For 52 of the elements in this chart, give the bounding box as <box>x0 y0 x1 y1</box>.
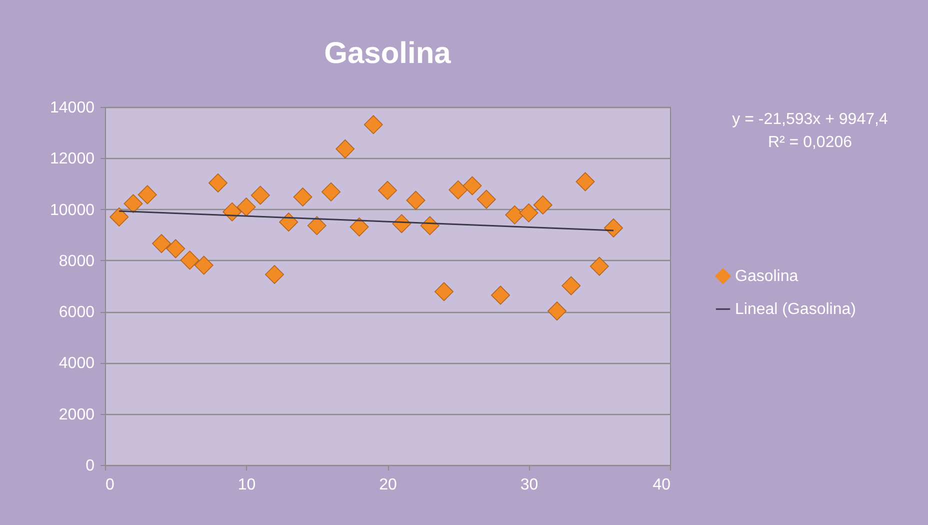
x-tick-label: 40 <box>652 476 671 494</box>
point <box>533 195 552 214</box>
point <box>519 203 538 222</box>
point <box>152 234 171 254</box>
point <box>265 265 284 284</box>
y-tick-label: 12000 <box>50 150 95 168</box>
y-tick-label: 6000 <box>58 304 95 322</box>
legend-label: Lineal (Gasolina) <box>735 301 856 318</box>
text: y = -21,593x + 9947,4 <box>732 111 888 128</box>
point <box>110 207 129 226</box>
point <box>406 190 426 210</box>
legend-label: Gasolina <box>735 268 798 286</box>
point <box>138 185 157 204</box>
x-tick-label: 0 <box>106 476 114 494</box>
point <box>364 115 383 134</box>
point <box>166 239 186 258</box>
point <box>434 282 454 302</box>
y-tick-label: 0 <box>86 458 95 474</box>
point <box>322 182 340 202</box>
point <box>180 250 200 270</box>
point <box>336 139 355 158</box>
text: R² = 0,0206 <box>768 134 852 151</box>
x-tick-label: 10 <box>238 476 256 494</box>
x-tick-label: 30 <box>520 476 538 494</box>
chart-title: Gasolina <box>324 37 452 70</box>
point <box>476 190 496 209</box>
point <box>448 180 468 200</box>
point <box>491 286 510 305</box>
point <box>462 176 482 196</box>
point <box>124 194 143 214</box>
point <box>279 212 298 232</box>
point <box>562 276 581 296</box>
y-tick-label: 8000 <box>58 252 95 270</box>
point <box>208 173 228 192</box>
point <box>222 202 242 222</box>
point <box>236 198 256 216</box>
x-tick-label: 20 <box>379 476 397 494</box>
point <box>293 188 312 206</box>
point <box>590 256 609 276</box>
point <box>548 302 566 321</box>
point <box>250 186 270 205</box>
point <box>194 256 214 275</box>
point <box>576 172 595 192</box>
point <box>378 180 397 200</box>
y-tick-label: 4000 <box>58 355 95 372</box>
point <box>604 218 623 238</box>
y-tick-label: 10000 <box>50 202 95 219</box>
point <box>350 217 369 236</box>
point <box>307 216 326 236</box>
point <box>505 205 524 224</box>
y-tick-label: 14000 <box>50 100 95 116</box>
y-tick-label: 2000 <box>58 406 95 424</box>
